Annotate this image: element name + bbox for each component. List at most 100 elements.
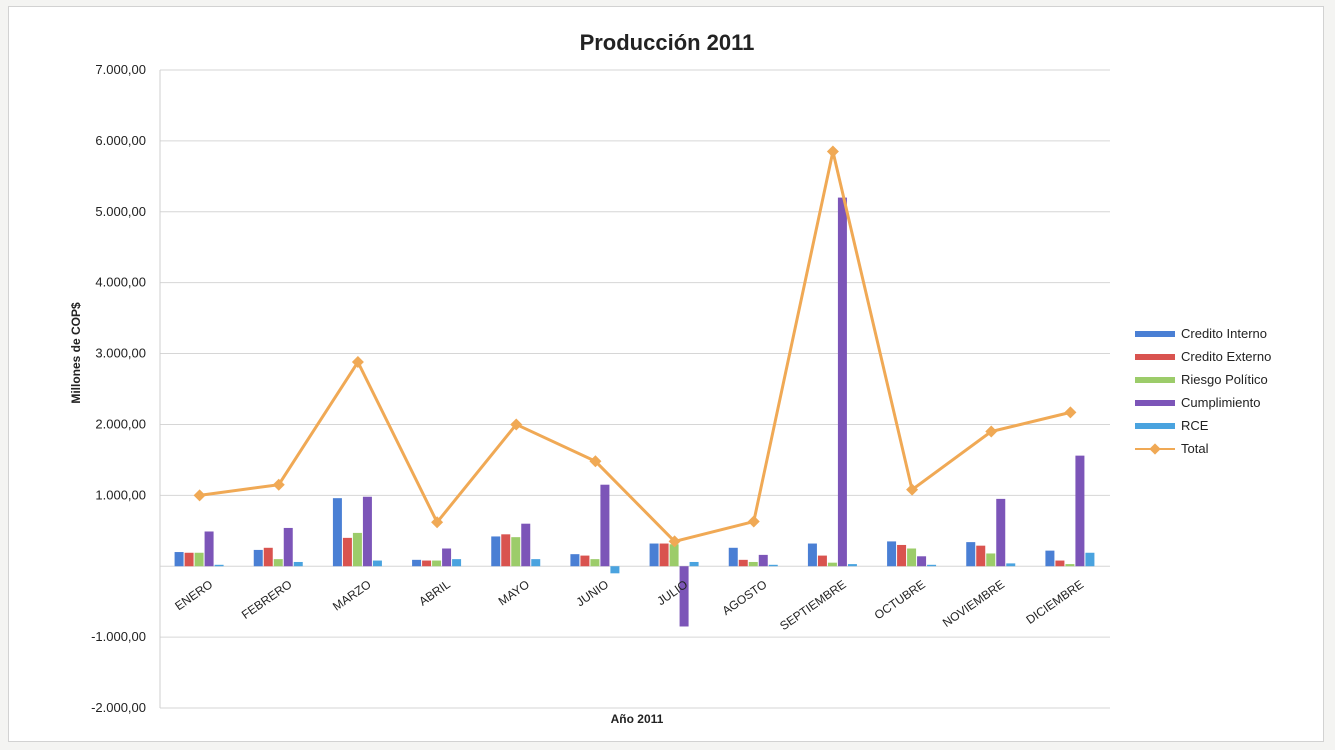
total-point: [510, 418, 523, 431]
y-axis-label: Millones de COP$: [69, 302, 83, 404]
y-tick-label: 6.000,00: [95, 133, 146, 148]
total-point: [272, 478, 285, 491]
bar-rce: [1085, 552, 1095, 567]
bar-credito-interno: [570, 554, 580, 567]
legend-swatch: [1135, 399, 1175, 406]
bar-cumplimiento: [521, 523, 531, 567]
y-tick-label: 1.000,00: [95, 487, 146, 502]
bar-credito-interno: [1045, 550, 1055, 567]
total-point: [906, 483, 919, 496]
bar-riesgo-político: [907, 548, 917, 567]
bar-credito-interno: [728, 547, 738, 567]
bar-credito-externo: [422, 560, 432, 567]
bars: [174, 197, 1095, 627]
total-point: [351, 356, 364, 369]
total-point: [1064, 406, 1077, 419]
legend-item: Total: [1135, 437, 1325, 460]
legend-item: Cumplimiento: [1135, 391, 1325, 414]
x-tick-label: OCTUBRE: [872, 577, 928, 622]
chart-title: Producción 2011: [580, 30, 755, 55]
bar-cumplimiento: [679, 566, 689, 627]
bar-riesgo-político: [432, 560, 442, 567]
bar-credito-interno: [887, 541, 897, 567]
bar-credito-externo: [184, 552, 194, 567]
bar-credito-interno: [491, 536, 501, 567]
bar-cumplimiento: [283, 527, 293, 567]
x-tick-label: SEPTIEMBRE: [777, 577, 848, 633]
legend-item: RCE: [1135, 414, 1325, 437]
bar-rce: [293, 561, 303, 567]
bar-credito-interno: [807, 543, 817, 567]
bar-rce: [768, 564, 778, 567]
bar-cumplimiento: [917, 556, 927, 567]
gridlines: [159, 69, 1110, 709]
total-point: [431, 516, 444, 529]
legend-item: Credito Externo: [1135, 345, 1325, 368]
bar-riesgo-político: [590, 559, 600, 567]
legend-swatch: [1135, 353, 1175, 360]
bar-rce: [847, 564, 857, 567]
total-line: [193, 145, 1077, 548]
bar-riesgo-político: [669, 544, 679, 567]
x-tick-label: FEBRERO: [239, 577, 295, 622]
x-tick-labels: ENERO FEBRERO MARZO ABRIL MAYO JUNIO JULIO AGOS…: [172, 577, 1086, 633]
bar-rce: [927, 564, 937, 567]
bar-cumplimiento: [837, 197, 847, 567]
x-tick-label: AGOSTO: [720, 577, 770, 618]
legend-item: Riesgo Político: [1135, 368, 1325, 391]
bar-credito-externo: [738, 559, 748, 567]
bar-riesgo-político: [827, 562, 837, 567]
bar-rce: [610, 566, 620, 574]
bar-credito-externo: [580, 555, 590, 567]
bar-credito-interno: [253, 549, 263, 567]
y-tick-label: 4.000,00: [95, 275, 146, 290]
bar-credito-interno: [174, 552, 184, 567]
bar-credito-interno: [966, 542, 976, 567]
y-tick-labels: 7.000,00 6.000,00 5.000,00 4.000,00 3.000,00…: [91, 62, 146, 715]
bar-cumplimiento: [204, 531, 214, 567]
legend: Credito Interno Credito Externo Riesgo Pol…: [1135, 322, 1325, 460]
x-tick-label: DICIEMBRE: [1023, 577, 1086, 627]
bar-credito-externo: [659, 543, 669, 567]
bar-credito-interno: [332, 498, 342, 567]
bar-riesgo-político: [511, 537, 521, 567]
bar-rce: [531, 559, 541, 567]
x-tick-label: JUNIO: [574, 577, 612, 609]
total-point: [747, 515, 760, 528]
legend-label: Total: [1181, 441, 1209, 456]
total-point: [985, 425, 998, 438]
x-tick-label: NOVIEMBRE: [940, 577, 1007, 630]
bar-cumplimiento: [1075, 455, 1085, 567]
bar-rce: [452, 559, 462, 567]
total-point: [826, 145, 839, 158]
y-tick-label: 7.000,00: [95, 62, 146, 77]
x-tick-label: MAYO: [496, 577, 532, 608]
total-point: [668, 535, 681, 548]
bar-rce: [1006, 563, 1016, 567]
bar-credito-externo: [342, 537, 352, 567]
bar-cumplimiento: [362, 496, 372, 567]
bar-riesgo-político: [748, 561, 758, 567]
bar-credito-externo: [501, 534, 511, 567]
chart-frame: [8, 6, 1324, 742]
legend-swatch: [1135, 376, 1175, 383]
y-tick-label: -2.000,00: [91, 700, 146, 715]
legend-label: Credito Externo: [1181, 349, 1272, 364]
legend-label: Cumplimiento: [1181, 395, 1261, 410]
bar-rce: [214, 564, 224, 567]
bar-riesgo-político: [273, 559, 283, 567]
bar-cumplimiento: [600, 484, 610, 567]
bar-cumplimiento: [442, 548, 452, 567]
bar-riesgo-político: [986, 553, 996, 567]
x-axis-label: Año 2011: [611, 712, 664, 726]
bar-credito-externo: [1055, 560, 1065, 567]
x-tick-label: ENERO: [172, 577, 215, 613]
bar-riesgo-político: [1065, 564, 1075, 567]
x-tick-label: ABRIL: [416, 577, 453, 609]
legend-line-marker: [1135, 447, 1175, 450]
legend-label: Credito Interno: [1181, 326, 1267, 341]
bar-credito-interno: [412, 559, 422, 567]
legend-swatch: [1135, 422, 1175, 429]
y-tick-label: 2.000,00: [95, 416, 146, 431]
